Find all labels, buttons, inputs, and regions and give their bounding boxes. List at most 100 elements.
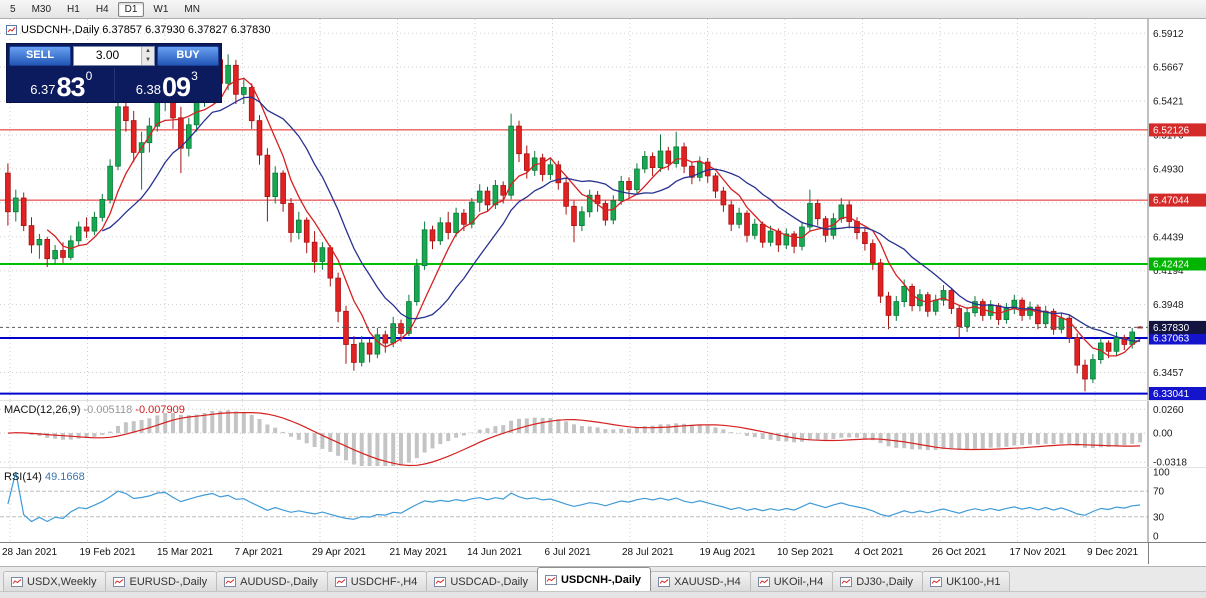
chart-tab-usdx-weekly[interactable]: USDX,Weekly — [3, 571, 107, 591]
svg-text:6.4930: 6.4930 — [1153, 165, 1184, 176]
date-tick-label: 19 Aug 2021 — [699, 547, 756, 558]
sell-price-display[interactable]: 6.37 83 0 — [9, 68, 115, 103]
svg-text:6.42424: 6.42424 — [1153, 260, 1190, 271]
buy-button[interactable]: BUY — [157, 46, 219, 66]
lot-increase-icon[interactable]: ▲ — [145, 48, 151, 54]
timeframe-button-w1[interactable]: W1 — [153, 3, 169, 15]
tab-chart-icon — [11, 576, 23, 587]
tab-chart-icon — [334, 576, 347, 587]
date-tick-label: 29 Apr 2021 — [312, 547, 366, 558]
timeframe-button-d1[interactable]: D1 — [117, 1, 145, 17]
tab-label: DJ30-,Daily — [856, 575, 914, 588]
chart-tab-xauusd-h4[interactable]: XAUUSD-,H4 — [650, 571, 751, 591]
timeframe-button-mn[interactable]: MN — [184, 3, 200, 15]
svg-text:-0.0318: -0.0318 — [1153, 458, 1187, 467]
tab-label: XAUUSD-,H4 — [674, 575, 741, 588]
chart-tab-usdcnh-daily[interactable]: USDCNH-,Daily — [536, 567, 652, 591]
tab-label: USDCAD-,Daily — [450, 575, 528, 588]
svg-text:RSI(14) 49.1668: RSI(14) 49.1668 — [4, 471, 85, 483]
timeframe-button-h1[interactable]: H1 — [67, 3, 80, 15]
sell-price-prefix: 6.37 — [30, 82, 56, 97]
svg-text:0.00: 0.00 — [1153, 429, 1173, 440]
chart-tab-ukoil-h4[interactable]: UKOil-,H4 — [749, 571, 834, 591]
timeframe-button-h4[interactable]: H4 — [95, 3, 109, 15]
date-axis[interactable]: 28 Jan 2021 19 Feb 2021 15 Mar 2021 7 Apr 2… — [0, 542, 1206, 564]
lot-size-value[interactable]: 3.00 — [95, 48, 120, 62]
date-tick-label: 21 May 2021 — [389, 547, 448, 558]
macd-indicator-panel[interactable]: 0.0260 0.00 -0.0318 MACD(12,26,9) -0.005118… — [0, 401, 1206, 467]
svg-text:6.3457: 6.3457 — [1153, 368, 1184, 379]
tab-chart-icon — [224, 576, 237, 587]
panel-splitter[interactable] — [0, 467, 1206, 468]
date-tick-label: 10 Sep 2021 — [777, 547, 834, 558]
lot-size-field[interactable]: 3.00 ▲ ▼ — [73, 46, 155, 66]
chart-tab-uk100-h1[interactable]: UK100-,H1 — [922, 571, 1011, 591]
timeframe-toolbar: 5 M30 H1 H4 D1 W1 MN — [0, 0, 1206, 19]
sell-price-pip-digit: 0 — [85, 69, 93, 83]
tab-label: USDX,Weekly — [27, 575, 97, 588]
one-click-trading-panel: SELL 3.00 ▲ ▼ BUY 6.37 83 0 6.38 09 3 — [6, 43, 222, 103]
buy-price-display[interactable]: 6.38 09 3 — [115, 68, 220, 103]
date-tick-label: 4 Oct 2021 — [854, 547, 904, 558]
chart-window: 6.59126.56676.54216.51766.49306.46856.44… — [0, 19, 1206, 566]
rsi-indicator-panel[interactable]: 100 70 30 0 RSI(14) 49.1668 — [0, 468, 1206, 542]
chart-tab-eurusd-daily[interactable]: EURUSD-,Daily — [105, 571, 218, 591]
buy-price-big-digits: 09 — [162, 72, 191, 103]
svg-text:6.5421: 6.5421 — [1153, 97, 1184, 108]
tab-label: USDCHF-,H4 — [350, 575, 418, 588]
tab-label: UK100-,H1 — [946, 575, 1001, 588]
tab-chart-icon — [757, 576, 770, 587]
tab-label: USDCNH-,Daily — [560, 573, 642, 586]
timeframe-button-5[interactable]: 5 — [10, 3, 16, 15]
svg-text:0.0260: 0.0260 — [1153, 405, 1184, 416]
tab-chart-icon — [113, 576, 126, 587]
date-tick-label: 17 Nov 2021 — [1009, 547, 1067, 558]
tab-chart-icon — [658, 576, 671, 587]
tab-chart-icon — [930, 576, 943, 587]
date-tick-label: 6 Jul 2021 — [544, 547, 591, 558]
svg-text:6.52126: 6.52126 — [1153, 125, 1190, 136]
chart-tab-audusd-daily[interactable]: AUDUSD-,Daily — [216, 571, 328, 591]
buy-price-prefix: 6.38 — [135, 82, 162, 97]
panel-splitter[interactable] — [0, 400, 1206, 401]
svg-text:6.4439: 6.4439 — [1153, 232, 1184, 243]
date-tick-label: 28 Jan 2021 — [2, 547, 58, 558]
chart-tab-dj30-daily[interactable]: DJ30-,Daily — [832, 571, 924, 591]
svg-text:6.37063: 6.37063 — [1153, 334, 1190, 345]
tab-chart-icon — [840, 576, 853, 587]
date-tick-label: 7 Apr 2021 — [234, 547, 283, 558]
svg-text:6.47044: 6.47044 — [1153, 196, 1190, 207]
chart-tab-usdchf-h4[interactable]: USDCHF-,H4 — [326, 571, 428, 591]
svg-text:MACD(12,26,9) -0.005118 -0.007: MACD(12,26,9) -0.005118 -0.007909 — [4, 404, 185, 416]
svg-text:100: 100 — [1153, 468, 1170, 479]
svg-text:6.5912: 6.5912 — [1153, 29, 1184, 40]
tab-label: UKOil-,H4 — [773, 575, 824, 588]
axis-separator — [1148, 543, 1149, 564]
svg-text:6.4194: 6.4194 — [1153, 266, 1184, 277]
date-tick-label: 9 Dec 2021 — [1087, 547, 1139, 558]
tab-chart-icon — [544, 574, 557, 585]
tab-label: EURUSD-,Daily — [129, 575, 208, 588]
sell-button[interactable]: SELL — [9, 46, 71, 66]
symbol-ohlc-line: USDCNH-,Daily 6.37857 6.37930 6.37827 6.… — [21, 24, 271, 36]
main-price-chart[interactable]: 6.59126.56676.54216.51766.49306.46856.44… — [0, 19, 1206, 400]
svg-text:6.37830: 6.37830 — [1153, 323, 1190, 334]
timeframe-button-m30[interactable]: M30 — [31, 3, 52, 15]
tab-label: AUDUSD-,Daily — [240, 575, 318, 588]
date-tick-label: 15 Mar 2021 — [157, 547, 214, 558]
chart-symbol-info: USDCNH-,Daily 6.37857 6.37930 6.37827 6.… — [6, 24, 271, 36]
date-tick-label: 26 Oct 2021 — [932, 547, 987, 558]
tab-chart-icon — [434, 576, 447, 587]
svg-text:30: 30 — [1153, 512, 1165, 523]
status-bar — [0, 591, 1206, 598]
lot-spinner[interactable]: ▲ ▼ — [141, 47, 154, 65]
chart-tabs-bar: USDX,Weekly EURUSD-,Daily AUDUSD-,Daily USD… — [0, 566, 1206, 591]
chart-mini-icon — [6, 25, 17, 35]
svg-text:0: 0 — [1153, 532, 1159, 543]
date-tick-label: 14 Jun 2021 — [467, 547, 523, 558]
chart-tab-usdcad-daily[interactable]: USDCAD-,Daily — [426, 571, 538, 591]
sell-price-big-digits: 83 — [56, 72, 86, 103]
lot-decrease-icon[interactable]: ▼ — [145, 57, 151, 63]
svg-text:70: 70 — [1153, 487, 1165, 498]
date-tick-label: 19 Feb 2021 — [79, 547, 136, 558]
